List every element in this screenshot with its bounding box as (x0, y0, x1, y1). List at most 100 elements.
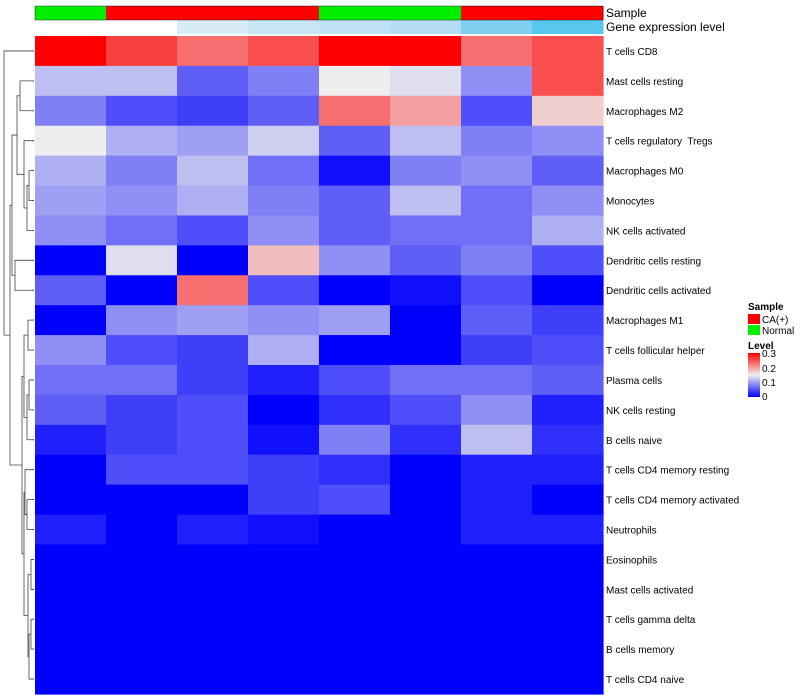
heatmap-cell (177, 544, 249, 575)
heatmap-cell (461, 514, 533, 546)
heatmap-cell (248, 424, 320, 456)
heatmap-cells (35, 36, 604, 695)
heatmap-cell (390, 365, 462, 396)
heatmap-cell (35, 454, 107, 486)
heatmap-cell (532, 215, 604, 246)
heatmap-cell (248, 574, 320, 605)
heatmap-cell (177, 484, 249, 516)
heatmap-cell (319, 574, 391, 605)
heatmap-cell (532, 36, 604, 67)
heatmap-cell (248, 245, 320, 276)
heatmap-cell (106, 185, 178, 217)
heatmap-cell (177, 454, 249, 486)
legend-level-colorbar (748, 353, 760, 397)
heatmap-cell (461, 185, 533, 217)
heatmap-cell (461, 424, 533, 456)
heatmap-cell (319, 514, 391, 546)
row-label-dendritic-cells-activated: Dendritic cells activated (606, 286, 711, 297)
heatmap-cell (390, 185, 462, 217)
heatmap-cell (532, 155, 604, 187)
heatmap-cell (532, 514, 604, 546)
heatmap-cell (177, 155, 249, 187)
heatmap-cell (106, 36, 178, 67)
heatmap-cell (177, 394, 249, 426)
heatmap-cell (106, 544, 178, 575)
heatmap-cell (390, 514, 462, 546)
legend-label-normal: Normal (762, 326, 794, 337)
heatmap-cell (248, 365, 320, 396)
row-label-t-cells-cd4-naive: T cells CD4 naive (606, 675, 685, 686)
legend: Sample CA(+) Normal Level 0.3 0.2 0.1 0 (748, 302, 794, 403)
legend-level-tick-0-1: 0.1 (762, 378, 776, 389)
heatmap-cell (319, 634, 391, 665)
expression-annotation-cell (248, 20, 320, 34)
expression-annotation-cell (390, 20, 462, 34)
legend-swatch-normal (748, 325, 760, 335)
heatmap-cell (461, 335, 533, 366)
heatmap-cell (248, 544, 320, 575)
heatmap-cell (177, 215, 249, 246)
row-label-t-cells-cd8: T cells CD8 (606, 47, 658, 58)
heatmap-cell (177, 185, 249, 217)
heatmap-cell (390, 65, 462, 97)
heatmap-cell (532, 365, 604, 396)
heatmap-cell (461, 155, 533, 187)
heatmap-cell (106, 394, 178, 426)
heatmap-cell (248, 185, 320, 217)
heatmap-cell (35, 335, 107, 366)
heatmap-cell (248, 454, 320, 486)
heatmap-cell (35, 185, 107, 217)
heatmap-cell (35, 125, 107, 157)
heatmap-cell (390, 215, 462, 246)
heatmap-cell (319, 275, 391, 306)
sample-annotation-cell (390, 6, 462, 20)
annotation-bars (34, 5, 604, 34)
heatmap-cell (532, 484, 604, 516)
heatmap-cell (177, 424, 249, 456)
sample-annotation-cell (461, 6, 533, 20)
legend-swatch-ca (748, 314, 760, 324)
heatmap-cell (177, 514, 249, 546)
heatmap-cell (461, 125, 533, 157)
heatmap-cell (35, 604, 107, 635)
heatmap-cell (319, 215, 391, 246)
heatmap-cell (319, 65, 391, 97)
row-label-t-cells-follicular-helper: T cells follicular helper (606, 346, 705, 357)
row-label-b-cells-naive: B cells naive (606, 436, 663, 447)
heatmap-cell (532, 574, 604, 605)
row-label-plasma-cells: Plasma cells (606, 376, 662, 387)
heatmap-cell (35, 424, 107, 456)
heatmap-cell (319, 604, 391, 635)
heatmap-cell (35, 514, 107, 546)
heatmap-cell (177, 36, 249, 67)
heatmap-cell (35, 65, 107, 97)
heatmap-cell (35, 215, 107, 246)
heatmap-cell (461, 574, 533, 605)
heatmap-cell (319, 335, 391, 366)
heatmap-cell (177, 125, 249, 157)
heatmap-cell (319, 305, 391, 336)
heatmap-cell (106, 275, 178, 306)
heatmap-cell (461, 544, 533, 575)
heatmap-cell (35, 305, 107, 336)
legend-level-tick-0-3: 0.3 (762, 349, 776, 360)
heatmap-cell (248, 95, 320, 127)
heatmap-cell (248, 514, 320, 546)
heatmap-cell (461, 664, 533, 695)
sample-annotation-cell (106, 6, 178, 20)
legend-level-tick-0: 0 (762, 392, 768, 403)
heatmap-cell (35, 36, 107, 67)
heatmap-cell (532, 424, 604, 456)
heatmap-cell (248, 335, 320, 366)
row-label-nk-cells-resting: NK cells resting (606, 406, 675, 417)
heatmap-cell (390, 155, 462, 187)
heatmap-cell (248, 125, 320, 157)
heatmap-cell (461, 484, 533, 516)
heatmap-cell (532, 394, 604, 426)
heatmap-cell (248, 664, 320, 695)
heatmap-cell (390, 544, 462, 575)
heatmap-cell (390, 125, 462, 157)
heatmap-cell (532, 305, 604, 336)
heatmap-cell (106, 155, 178, 187)
heatmap-cell (106, 125, 178, 157)
